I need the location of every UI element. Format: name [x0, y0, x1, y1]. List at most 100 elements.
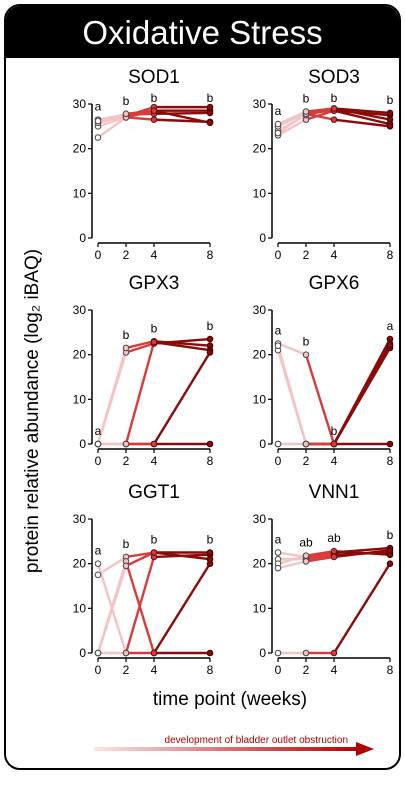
data-point — [386, 440, 394, 448]
y-tick-label: 20 — [73, 142, 87, 156]
panel-title: VNN1 — [309, 482, 360, 503]
data-point — [274, 649, 282, 657]
x-tick-label: 4 — [151, 248, 158, 262]
series-segment — [276, 560, 308, 570]
significance-letter: b — [207, 91, 214, 105]
series-segment — [332, 344, 392, 446]
y-tick-label: 30 — [73, 97, 87, 111]
x-tick-label: 4 — [331, 248, 338, 262]
series-segment — [304, 551, 336, 559]
series-segment — [276, 118, 308, 137]
y-tick-label: 10 — [253, 601, 267, 615]
data-point — [274, 549, 282, 556]
panel-title: GGT1 — [128, 482, 180, 503]
x-tick-label: 2 — [303, 248, 310, 262]
y-tick-label: 30 — [253, 97, 267, 111]
data-point — [274, 120, 282, 128]
y-tick-label: 10 — [253, 392, 267, 406]
x-axis-title: time point (weeks) — [153, 689, 307, 710]
data-point — [94, 134, 102, 141]
series-segment — [304, 553, 336, 561]
significance-letter: ab — [299, 536, 313, 550]
series-segment — [96, 116, 128, 128]
data-point — [386, 342, 394, 350]
series-segment — [332, 109, 392, 126]
x-tick-label: 0 — [95, 663, 102, 677]
data-point — [302, 108, 310, 115]
series-segment — [332, 562, 392, 655]
data-point — [386, 560, 394, 567]
data-point — [150, 440, 158, 448]
significance-letter: b — [151, 321, 158, 335]
series-segment — [124, 112, 156, 116]
series-segment — [124, 342, 156, 354]
progression-arrow-label: development of bladder outlet obstructio… — [165, 735, 348, 746]
y-tick-label: 30 — [253, 303, 267, 317]
series-segment — [152, 109, 212, 124]
series-segment — [124, 109, 156, 116]
panel-gpx6: GPX6 0 10 20 30 0 2 4 8 a b b a — [253, 273, 394, 468]
x-tick-label: 8 — [387, 248, 394, 262]
data-point — [206, 109, 214, 117]
data-point — [94, 117, 102, 125]
significance-letter: a — [275, 324, 282, 338]
x-tick-label: 2 — [303, 454, 310, 468]
y-tick-label: 20 — [253, 348, 267, 362]
data-point — [150, 649, 158, 657]
data-point — [330, 553, 338, 561]
y-tick-label: 10 — [73, 392, 87, 406]
data-point — [150, 338, 158, 346]
significance-letter: ab — [327, 531, 341, 545]
data-point — [330, 116, 338, 123]
significance-letter: b — [331, 91, 338, 105]
significance-letter: a — [275, 533, 282, 547]
series-segment — [304, 549, 336, 557]
y-tick-label: 20 — [253, 142, 267, 156]
series-segment — [304, 107, 336, 113]
data-point — [386, 546, 394, 554]
significance-letter: b — [207, 533, 214, 547]
x-tick-label: 2 — [303, 663, 310, 677]
data-point — [122, 344, 130, 352]
series-segment — [124, 340, 156, 446]
data-point — [94, 560, 102, 567]
series-segment — [152, 551, 212, 561]
series-segment — [152, 351, 212, 446]
panel-sod1: SOD1 0 10 20 30 0 2 4 8 a b b b — [73, 67, 214, 262]
series-segment — [304, 112, 336, 121]
figure-title: Oxidative Stress — [6, 6, 399, 58]
y-tick-label: 0 — [259, 437, 266, 451]
x-tick-label: 0 — [95, 454, 102, 468]
progression-arrow-shaft — [94, 747, 360, 751]
x-tick-label: 4 — [151, 454, 158, 468]
y-tick-label: 30 — [73, 512, 87, 526]
significance-letter: b — [387, 93, 394, 107]
data-point — [386, 109, 394, 117]
progression-arrow-head — [356, 742, 374, 756]
series-segment — [96, 112, 128, 123]
y-tick-label: 0 — [259, 646, 266, 660]
significance-letter: b — [123, 328, 130, 342]
series-segment — [152, 340, 212, 347]
data-point — [302, 649, 310, 657]
series-segment — [124, 551, 156, 568]
data-point — [302, 440, 310, 448]
data-point — [274, 564, 282, 572]
significance-letter: b — [387, 528, 394, 542]
data-point — [206, 555, 214, 563]
x-tick-label: 8 — [207, 454, 214, 468]
series-segment — [304, 109, 336, 115]
significance-letter: b — [151, 91, 158, 105]
x-tick-label: 2 — [123, 248, 130, 262]
series-segment — [276, 111, 308, 128]
x-tick-label: 4 — [331, 454, 338, 468]
series-segment — [332, 549, 392, 559]
data-point — [94, 571, 102, 579]
panel-title: SOD3 — [308, 67, 360, 88]
significance-letter: a — [387, 319, 394, 333]
series-segment — [304, 555, 336, 563]
significance-letter: b — [123, 537, 130, 551]
x-tick-label: 8 — [387, 454, 394, 468]
data-point — [206, 119, 214, 127]
data-point — [206, 549, 214, 556]
